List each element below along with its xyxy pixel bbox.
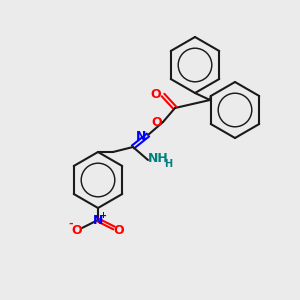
Text: O: O [72, 224, 82, 236]
Text: NH: NH [148, 152, 168, 164]
Text: -: - [69, 219, 73, 229]
Text: +: + [100, 212, 106, 220]
Text: O: O [151, 88, 161, 101]
Text: N: N [93, 214, 103, 226]
Text: O: O [114, 224, 124, 236]
Text: H: H [164, 159, 172, 169]
Text: N: N [136, 130, 146, 143]
Text: O: O [152, 116, 162, 128]
